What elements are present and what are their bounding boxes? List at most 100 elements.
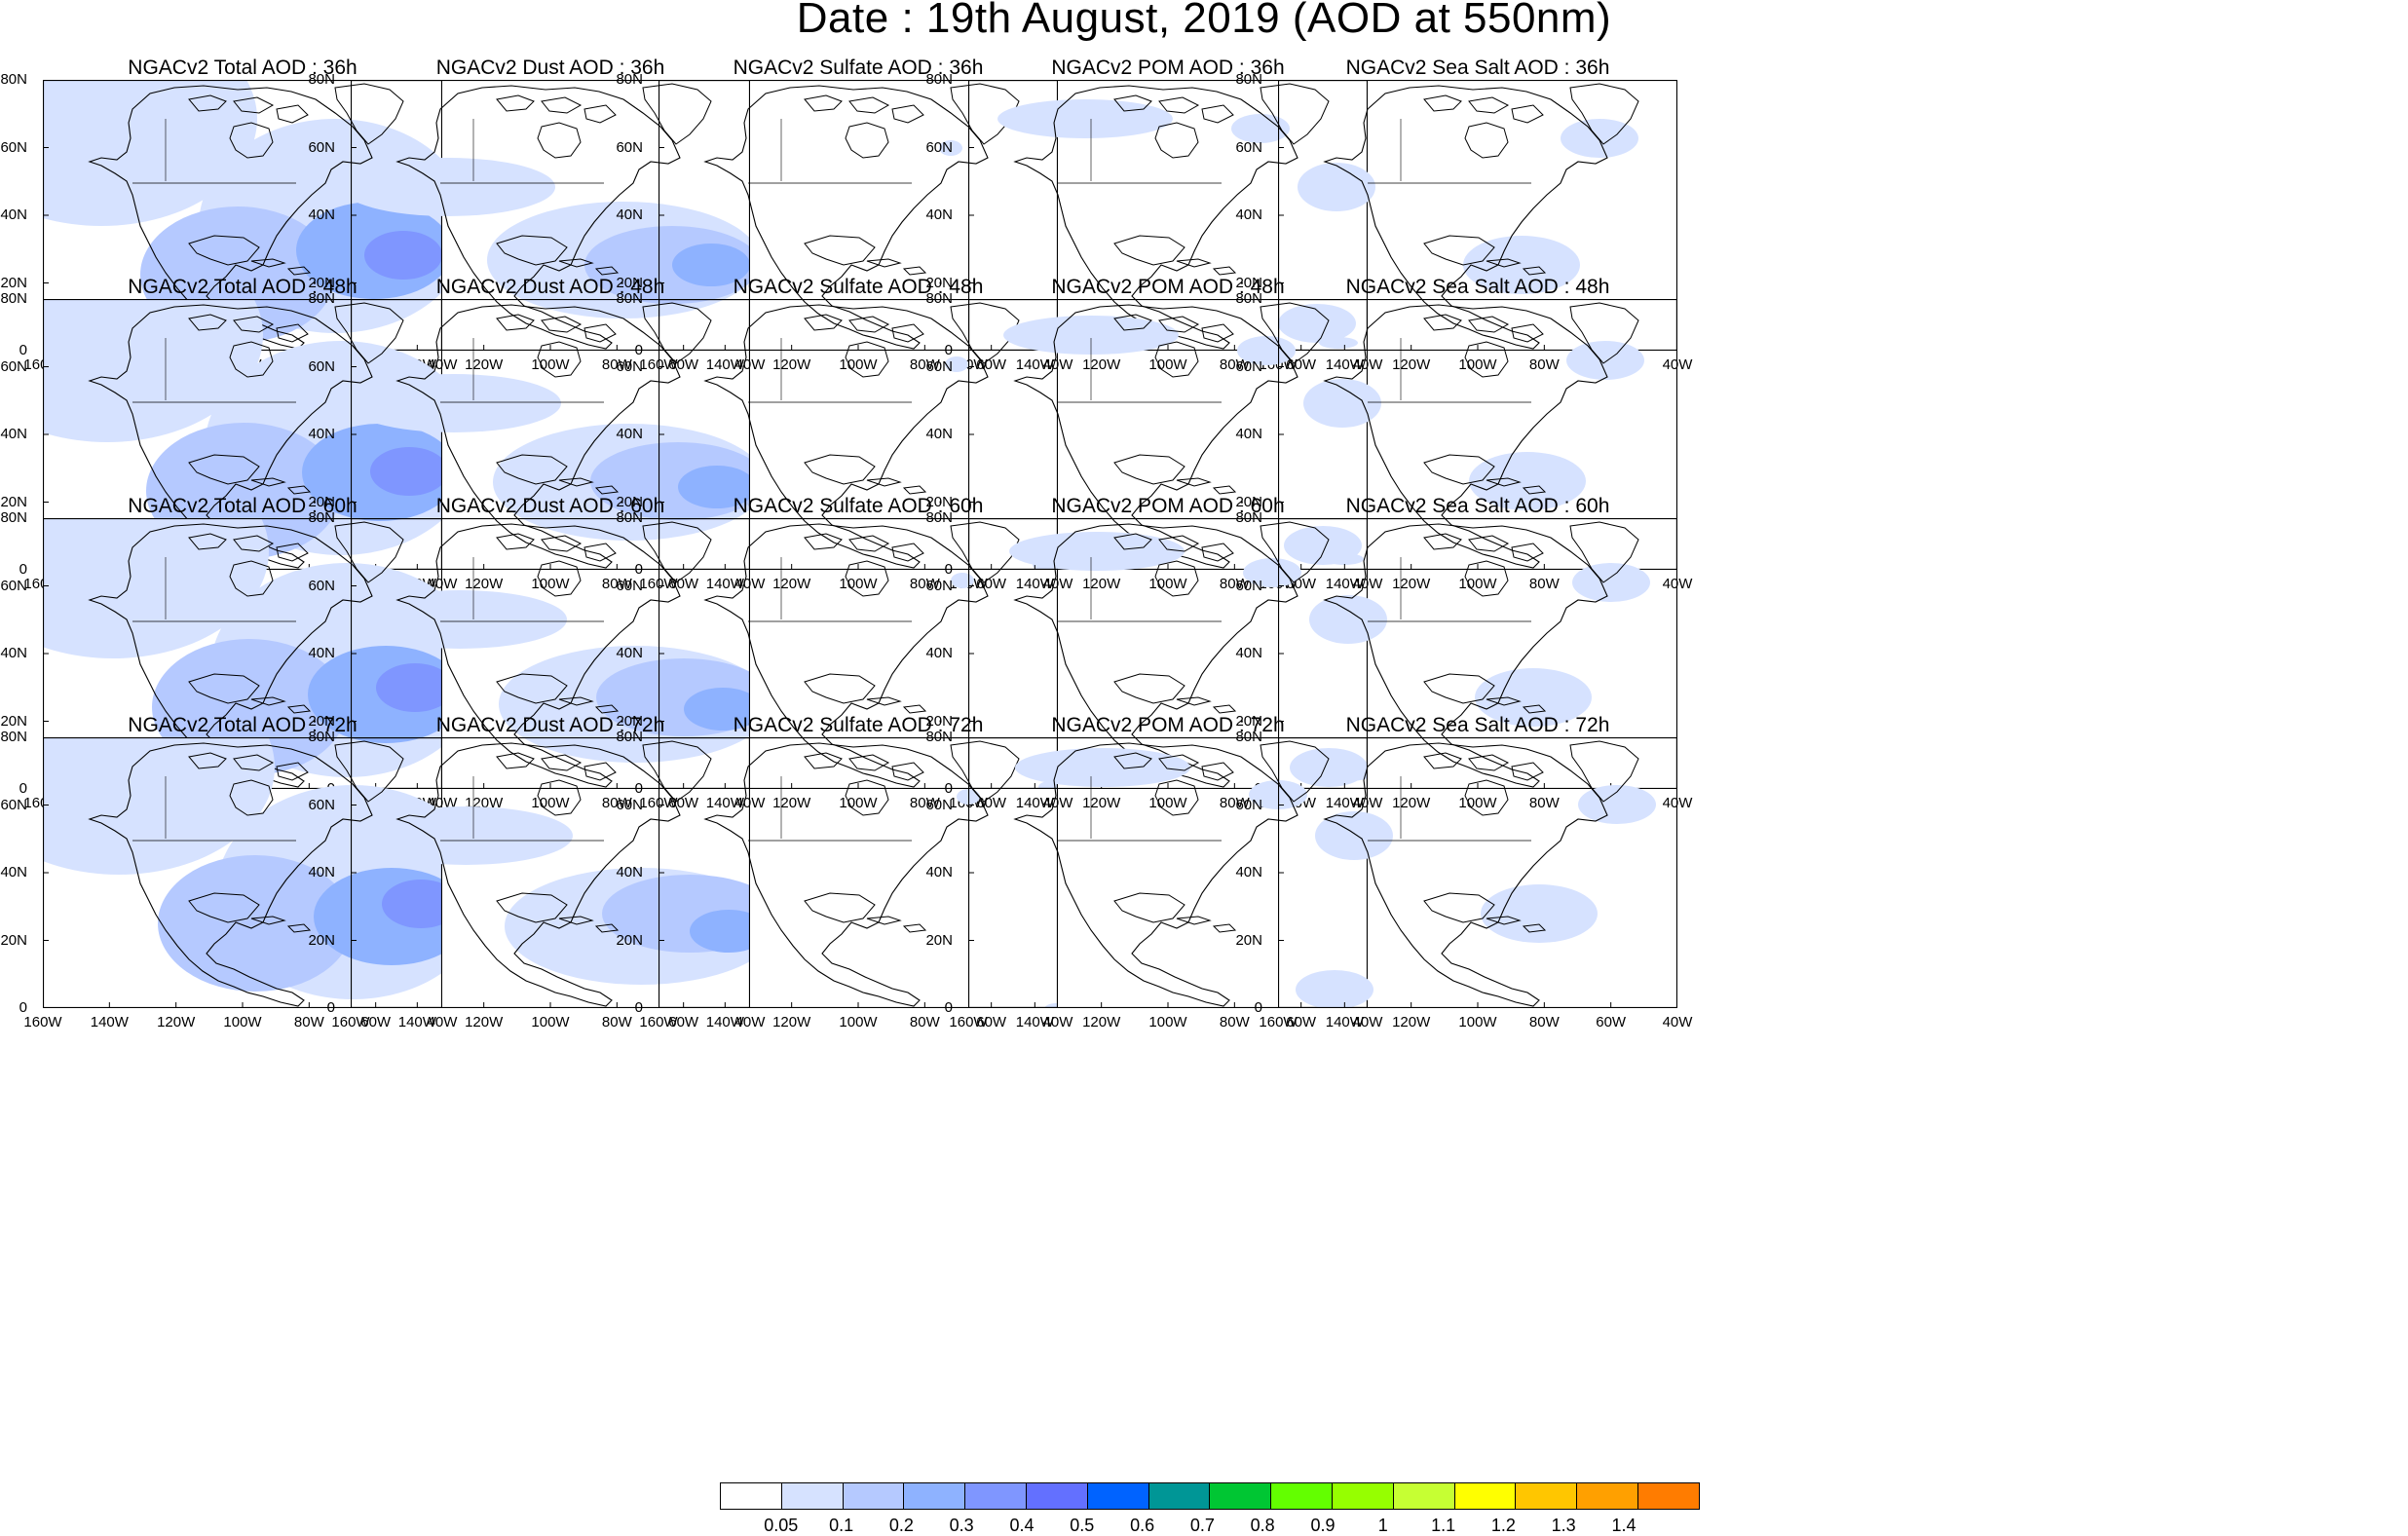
aod-shade-region xyxy=(158,855,353,992)
y-tick-label: 80N xyxy=(616,509,643,526)
colorbar xyxy=(720,1482,1700,1512)
aod-map xyxy=(1278,299,1677,570)
aod-map xyxy=(968,299,1368,570)
panel-title: NGACv2 Sulfate AOD : 36h xyxy=(733,56,984,79)
map-panel-seasalt-36h: NGACv2 Sea Salt AOD : 36h80N60N40N20N016… xyxy=(1235,56,1692,388)
aod-shade-region xyxy=(382,880,442,928)
x-tick-label: 100W xyxy=(839,356,878,373)
x-tick-label: 120W xyxy=(772,1014,811,1030)
aod-shade-region xyxy=(1566,341,1644,380)
panel-title: NGACv2 Dust AOD : 48h xyxy=(435,276,665,298)
panel-title: NGACv2 Sea Salt AOD : 48h xyxy=(1345,276,1610,298)
x-tick-label: 80W xyxy=(1219,1014,1250,1030)
x-tick-label: 100W xyxy=(1458,1014,1497,1030)
x-tick-label: 40W xyxy=(1042,795,1073,811)
x-tick-label: 120W xyxy=(772,795,811,811)
aod-shade-region xyxy=(351,374,561,432)
colorbar-label: 0.1 xyxy=(829,1516,854,1535)
y-tick-label: 80N xyxy=(1235,290,1262,307)
aod-shade-region xyxy=(1284,526,1362,565)
y-tick-label: 60N xyxy=(308,138,335,156)
y-tick-label: 60N xyxy=(925,138,953,156)
y-tick-label: 40N xyxy=(0,426,27,442)
colorbar-label: 1.4 xyxy=(1611,1516,1637,1535)
aod-shading xyxy=(43,299,442,559)
map-panel-total-60h: NGACv2 Total AOD : 60h80N60N40N20N0160W1… xyxy=(0,495,457,826)
x-tick-label: 100W xyxy=(531,1014,570,1030)
x-tick-label: 40W xyxy=(427,1014,458,1030)
aod-shading xyxy=(43,518,442,777)
map-panel-dust-72h: NGACv2 Dust AOD : 72h 80N 60N 40N 20N 0 160W 14… xyxy=(308,714,765,1045)
x-tick-label: 40W xyxy=(1352,795,1383,811)
y-tick-label: 60N xyxy=(616,357,643,375)
y-tick-label: 80N xyxy=(925,509,953,526)
map-panel-pom-72h: NGACv2 POM AOD : 72h 80N 60N 40N 20N 0 160W 140… xyxy=(925,714,1382,1045)
y-tick-label: 60N xyxy=(308,577,335,594)
x-tick-label: 160W xyxy=(639,1014,678,1030)
aod-shading xyxy=(353,590,750,763)
y-tick-label: 80N xyxy=(0,290,27,307)
y-tick-label: 20N xyxy=(925,493,953,510)
x-tick-label: 140W xyxy=(1325,1014,1364,1030)
colorbar-label: 1.3 xyxy=(1551,1516,1576,1535)
x-tick-label: 160W xyxy=(949,1014,988,1030)
x-tick-label: 120W xyxy=(772,576,811,592)
aod-shade-region xyxy=(997,99,1173,138)
x-tick-label: 140W xyxy=(1015,576,1054,592)
y-tick-label: 0 xyxy=(634,999,643,1016)
y-tick-label: 20N xyxy=(308,493,335,510)
y-tick-label: 20N xyxy=(0,493,27,510)
x-tick-label: 140W xyxy=(1325,356,1364,373)
x-tick-label: 120W xyxy=(1082,1014,1121,1030)
y-tick-label: 0 xyxy=(634,780,643,797)
figure-title: Date : 19th August, 2019 (AOD at 550nm) xyxy=(796,0,1612,42)
x-tick-label: 140W xyxy=(1015,795,1054,811)
aod-shade-region xyxy=(1296,970,1373,1008)
x-tick-label: 120W xyxy=(465,356,504,373)
aod-map xyxy=(351,80,750,351)
y-tick-label: 80N xyxy=(0,729,27,745)
y-tick-label: 60N xyxy=(1235,577,1262,594)
x-tick-label: 80W xyxy=(1528,795,1560,811)
y-tick-label: 20N xyxy=(0,712,27,730)
y-tick-label: 40N xyxy=(0,864,27,880)
colorbar-label: 1.2 xyxy=(1490,1516,1516,1535)
aod-shading xyxy=(997,99,1358,349)
x-tick-label: 80W xyxy=(601,795,632,811)
y-tick-label: 60N xyxy=(0,577,27,594)
y-tick-label: 40N xyxy=(1235,864,1262,880)
aod-map xyxy=(351,518,750,789)
x-tick-label: 40W xyxy=(1042,1014,1073,1030)
aod-shade-region xyxy=(1469,452,1586,510)
x-tick-label: 100W xyxy=(1458,795,1497,811)
aod-shade-region xyxy=(1237,336,1296,365)
map-panel-sulfate-60h: NGACv2 Sulfate AOD : 60h 80N 60N 40N 20N 0 160… xyxy=(616,495,1072,826)
x-tick-label: 40W xyxy=(1662,356,1693,373)
x-tick-label: 140W xyxy=(1015,356,1054,373)
x-tick-label: 100W xyxy=(1458,356,1497,373)
y-tick-label: 40N xyxy=(308,206,335,223)
x-tick-label: 60W xyxy=(1286,1014,1317,1030)
aod-shade-region xyxy=(1278,304,1356,343)
y-tick-label: 40N xyxy=(925,645,953,661)
x-tick-label: 80W xyxy=(601,576,632,592)
y-tick-label: 0 xyxy=(634,342,643,358)
x-tick-label: 140W xyxy=(1325,576,1364,592)
aod-shading xyxy=(1290,563,1650,787)
x-tick-label: 80W xyxy=(909,795,940,811)
aod-shade-region xyxy=(945,356,968,372)
colorbar-swatch xyxy=(1270,1482,1333,1510)
y-tick-label: 80N xyxy=(308,729,335,745)
x-tick-label: 120W xyxy=(465,576,504,592)
x-tick-label: 100W xyxy=(839,1014,878,1030)
y-tick-label: 40N xyxy=(0,206,27,223)
panel-title: NGACv2 Dust AOD : 60h xyxy=(435,495,665,517)
y-tick-label: 40N xyxy=(1235,426,1262,442)
y-tick-label: 80N xyxy=(308,71,335,88)
aod-shade-region xyxy=(1009,532,1185,571)
aod-map xyxy=(968,80,1368,351)
x-tick-label: 40W xyxy=(734,1014,766,1030)
y-tick-label: 40N xyxy=(616,864,643,880)
map-panel-seasalt-48h: NGACv2 Sea Salt AOD : 48h80N60N40N20N016… xyxy=(1235,276,1692,607)
x-tick-label: 120W xyxy=(1392,356,1431,373)
